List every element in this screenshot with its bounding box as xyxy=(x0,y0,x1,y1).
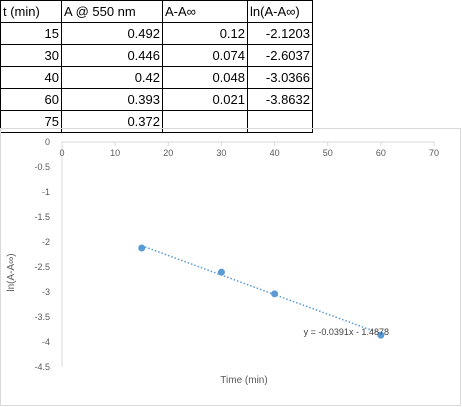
table-cell[interactable]: 0.021 xyxy=(162,88,248,111)
y-tick-label: -3 xyxy=(42,287,50,297)
points-layer xyxy=(138,244,385,339)
data-point[interactable] xyxy=(217,268,225,276)
data-point[interactable] xyxy=(377,331,385,339)
x-tick-label: 20 xyxy=(163,148,173,158)
x-tick-label: 30 xyxy=(216,148,226,158)
table-cell[interactable]: -2.1203 xyxy=(247,22,313,45)
x-tick-label: 60 xyxy=(376,148,386,158)
x-axis-title: Time (min) xyxy=(220,375,267,386)
y-tick-label: -1.5 xyxy=(34,212,50,222)
table-cell[interactable]: 60 xyxy=(0,88,62,111)
table-cell[interactable]: 0.074 xyxy=(162,44,248,67)
y-tick-label: -4.5 xyxy=(34,362,50,372)
table-row: 60 0.393 0.021 -3.8632 xyxy=(0,88,313,111)
x-tick-label: 10 xyxy=(110,148,120,158)
table-cell[interactable]: 0.048 xyxy=(162,66,248,89)
table-row: 40 0.42 0.048 -3.0366 xyxy=(0,66,313,89)
y-tick-label: 0 xyxy=(45,137,50,147)
header-cell-ln[interactable]: ln(A-A∞) xyxy=(247,0,313,23)
y-tick-label: -1 xyxy=(42,187,50,197)
table-cell[interactable]: 0.42 xyxy=(61,66,163,89)
chart-border xyxy=(0,128,461,406)
table-cell[interactable]: 15 xyxy=(0,22,62,45)
table-cell[interactable]: 0.492 xyxy=(61,22,163,45)
x-tick-label: 0 xyxy=(59,148,64,158)
y-tick-label: -2.5 xyxy=(34,262,50,272)
data-point[interactable] xyxy=(138,244,146,252)
table-cell[interactable]: -3.8632 xyxy=(247,88,313,111)
axes-layer xyxy=(0,128,461,406)
header-cell-absorbance[interactable]: A @ 550 nm xyxy=(61,0,163,23)
y-tick-label: -2 xyxy=(42,237,50,247)
x-tick-label: 50 xyxy=(323,148,333,158)
table-cell[interactable]: -3.0366 xyxy=(247,66,313,89)
table-row: 15 0.492 0.12 -2.1203 xyxy=(0,22,313,45)
header-cell-time[interactable]: t (min) xyxy=(0,0,62,23)
y-axis-title: ln(A-A∞) xyxy=(6,253,17,291)
header-row: t (min) A @ 550 nm A-A∞ ln(A-A∞) xyxy=(0,0,313,23)
data-table: t (min) A @ 550 nm A-A∞ ln(A-A∞) 15 0.49… xyxy=(0,0,313,133)
table-cell[interactable]: 0.12 xyxy=(162,22,248,45)
y-tick-label: -4 xyxy=(42,337,50,347)
table-cell[interactable]: 75 xyxy=(0,110,62,133)
labels-layer: 0 10 20 30 40 50 60 70 0 -0.5 -1 -1.5 -2 -2.5 -3 -3.5 -4… xyxy=(6,137,439,386)
scatter-chart: 0 10 20 30 40 50 60 70 0 -0.5 -1 -1.5 -2 -2.5 -3 -3.5 -4… xyxy=(0,128,461,406)
table-cell[interactable]: 0.393 xyxy=(61,88,163,111)
trendline-layer xyxy=(141,245,382,335)
table-row: 30 0.446 0.074 -2.6037 xyxy=(0,44,313,67)
trendline xyxy=(141,245,382,335)
table-cell[interactable]: 30 xyxy=(0,44,62,67)
y-tick-label: -0.5 xyxy=(34,162,50,172)
table-cell[interactable]: -2.6037 xyxy=(247,44,313,67)
table-cell[interactable] xyxy=(247,110,313,133)
header-cell-a-minus-ainf[interactable]: A-A∞ xyxy=(162,0,248,23)
table-cell[interactable]: 40 xyxy=(0,66,62,89)
table-cell[interactable]: 0.446 xyxy=(61,44,163,67)
x-tick-label: 40 xyxy=(270,148,280,158)
trendline-equation: y = -0.0391x - 1.4878 xyxy=(304,327,389,337)
x-tick-label: 70 xyxy=(429,148,439,158)
y-tick-label: -3.5 xyxy=(34,312,50,322)
table-row: 75 0.372 xyxy=(0,110,313,133)
chart-area[interactable]: 0 10 20 30 40 50 60 70 0 -0.5 -1 -1.5 -2 -2.5 -3 -3.5 -4… xyxy=(0,128,462,407)
data-point[interactable] xyxy=(271,290,279,298)
